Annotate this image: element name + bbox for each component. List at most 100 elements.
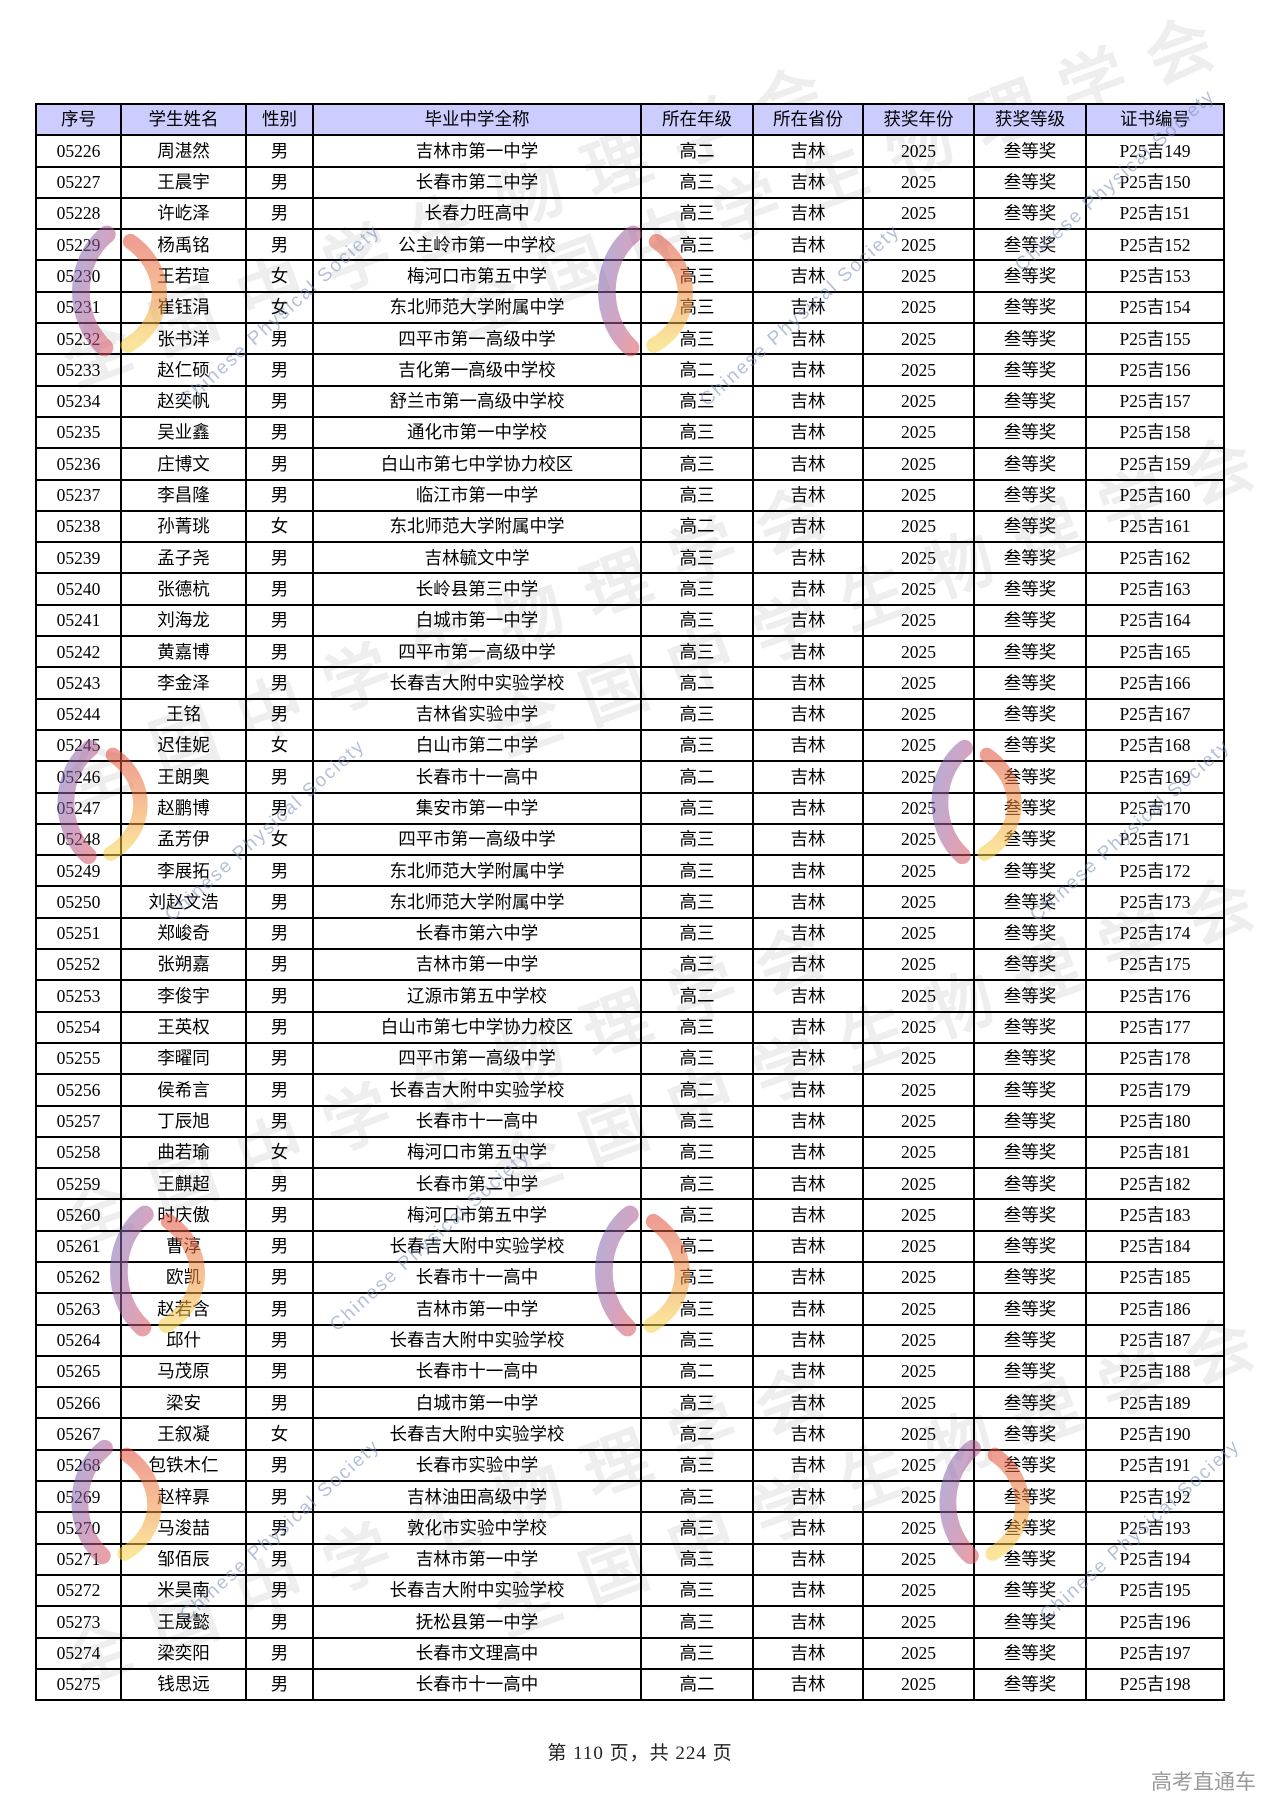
cell-school: 吉林毓文中学 <box>312 541 642 575</box>
cell-certificate: P25吉157 <box>1085 384 1225 418</box>
cell-grade: 高三 <box>640 572 754 606</box>
table-row: 05234 赵奕帆男舒兰市第一高级中学校 高三 吉林 2025 叁等奖 P25吉157 <box>35 384 1225 418</box>
cell-year: 2025 <box>862 1448 975 1483</box>
cell-certificate: P25吉189 <box>1085 1386 1225 1420</box>
cell-year: 2025 <box>862 979 975 1013</box>
cell-gender: 男 <box>245 165 314 199</box>
cell-index: 05262 <box>35 1260 122 1295</box>
cell-index: 05249 <box>35 854 122 888</box>
cell-index: 05275 <box>35 1667 122 1702</box>
cell-name: 孙菁珧 <box>120 509 247 544</box>
cell-gender: 男 <box>245 1386 314 1420</box>
cell-year: 2025 <box>862 1573 975 1608</box>
table-row: 05269 赵梓奡男吉林油田高级中学 高三 吉林 2025 叁等奖 P25吉192 <box>35 1480 1225 1514</box>
cell-year: 2025 <box>862 1135 975 1170</box>
cell-index: 05226 <box>35 134 122 168</box>
cell-school: 长春市第二中学 <box>312 165 642 199</box>
cell-province: 吉林 <box>752 228 864 262</box>
cell-award: 叁等奖 <box>973 1073 1087 1107</box>
cell-award: 叁等奖 <box>973 885 1087 919</box>
cell-award: 叁等奖 <box>973 728 1087 763</box>
cell-index: 05242 <box>35 635 122 669</box>
cell-province: 吉林 <box>752 635 864 669</box>
cell-gender: 男 <box>245 1198 314 1232</box>
cell-school: 长春市第二中学 <box>312 1167 642 1201</box>
table-row: 05265 马茂原男长春市十一高中 高二 吉林 2025 叁等奖 P25吉188 <box>35 1354 1225 1389</box>
table-row: 05230 王若瑄女梅河口市第五中学 高三 吉林 2025 叁等奖 P25吉153 <box>35 259 1225 293</box>
cell-name: 王晨宇 <box>120 165 247 199</box>
cell-grade: 高三 <box>640 1104 754 1138</box>
cell-name: 孟子尧 <box>120 541 247 575</box>
cell-province: 吉林 <box>752 1386 864 1420</box>
cell-province: 吉林 <box>752 1354 864 1389</box>
table-row: 05247 赵鹏博男集安市第一中学 高三 吉林 2025 叁等奖 P25吉170 <box>35 791 1225 825</box>
cell-province: 吉林 <box>752 1573 864 1608</box>
table-row: 05229 杨禹铭男公主岭市第一中学校 高三 吉林 2025 叁等奖 P25吉152 <box>35 228 1225 262</box>
cell-grade: 高二 <box>640 1417 754 1451</box>
cell-certificate: P25吉153 <box>1085 259 1225 293</box>
cell-province: 吉林 <box>752 384 864 418</box>
cell-name: 吴业鑫 <box>120 415 247 450</box>
cell-province: 吉林 <box>752 916 864 951</box>
cell-award: 叁等奖 <box>973 541 1087 575</box>
cell-gender: 男 <box>245 415 314 450</box>
cell-name: 丁辰旭 <box>120 1104 247 1138</box>
cell-year: 2025 <box>862 854 975 888</box>
cell-school: 四平市第一高级中学 <box>312 822 642 857</box>
cell-province: 吉林 <box>752 196 864 231</box>
header-grade: 所在年级 <box>640 102 754 137</box>
cell-province: 吉林 <box>752 697 864 731</box>
cell-province: 吉林 <box>752 509 864 544</box>
cell-gender: 女 <box>245 1417 314 1451</box>
cell-year: 2025 <box>862 196 975 231</box>
cell-award: 叁等奖 <box>973 979 1087 1013</box>
cell-grade: 高三 <box>640 728 754 763</box>
cell-grade: 高三 <box>640 1448 754 1483</box>
cell-grade: 高三 <box>640 165 754 199</box>
table-row: 05231 崔钰涓女东北师范大学附属中学 高三 吉林 2025 叁等奖 P25吉154 <box>35 290 1225 325</box>
cell-year: 2025 <box>862 541 975 575</box>
cell-year: 2025 <box>862 1104 975 1138</box>
table-row: 05227 王晨宇男长春市第二中学 高三 吉林 2025 叁等奖 P25吉150 <box>35 165 1225 199</box>
cell-school: 白城市第一中学 <box>312 603 642 638</box>
cell-province: 吉林 <box>752 1104 864 1138</box>
cell-grade: 高二 <box>640 1354 754 1389</box>
header-gender: 性别 <box>245 102 314 137</box>
cell-year: 2025 <box>862 603 975 638</box>
cell-year: 2025 <box>862 322 975 356</box>
cell-award: 叁等奖 <box>973 1041 1087 1076</box>
header-school: 毕业中学全称 <box>312 102 642 137</box>
table-row: 05246 王朗奥男长春市十一高中 高二 吉林 2025 叁等奖 P25吉169 <box>35 760 1225 794</box>
cell-index: 05266 <box>35 1386 122 1420</box>
cell-index: 05270 <box>35 1511 122 1545</box>
cell-award: 叁等奖 <box>973 760 1087 794</box>
cell-school: 长春市第六中学 <box>312 916 642 951</box>
cell-certificate: P25吉168 <box>1085 728 1225 763</box>
cell-award: 叁等奖 <box>973 1260 1087 1295</box>
cell-award: 叁等奖 <box>973 1542 1087 1576</box>
cell-gender: 男 <box>245 916 314 951</box>
cell-year: 2025 <box>862 1073 975 1107</box>
cell-year: 2025 <box>862 165 975 199</box>
cell-certificate: P25吉172 <box>1085 854 1225 888</box>
cell-gender: 男 <box>245 885 314 919</box>
cell-index: 05274 <box>35 1636 122 1670</box>
cell-province: 吉林 <box>752 1073 864 1107</box>
table-row: 05236 庄博文男白山市第七中学协力校区 高三 吉林 2025 叁等奖 P25吉159 <box>35 447 1225 481</box>
cell-name: 包铁木仁 <box>120 1448 247 1483</box>
cell-gender: 男 <box>245 1260 314 1295</box>
cell-grade: 高二 <box>640 134 754 168</box>
header-name: 学生姓名 <box>120 102 247 137</box>
cell-school: 长春市文理高中 <box>312 1636 642 1670</box>
cell-name: 周湛然 <box>120 134 247 168</box>
cell-index: 05264 <box>35 1323 122 1357</box>
cell-province: 吉林 <box>752 728 864 763</box>
cell-name: 曲若瑜 <box>120 1135 247 1170</box>
cell-grade: 高三 <box>640 478 754 512</box>
table-row: 05233 赵仁硕男吉化第一高级中学校 高二 吉林 2025 叁等奖 P25吉156 <box>35 353 1225 387</box>
cell-gender: 男 <box>245 384 314 418</box>
cell-grade: 高三 <box>640 228 754 262</box>
cell-school: 集安市第一中学 <box>312 791 642 825</box>
cell-gender: 男 <box>245 134 314 168</box>
cell-province: 吉林 <box>752 1667 864 1702</box>
